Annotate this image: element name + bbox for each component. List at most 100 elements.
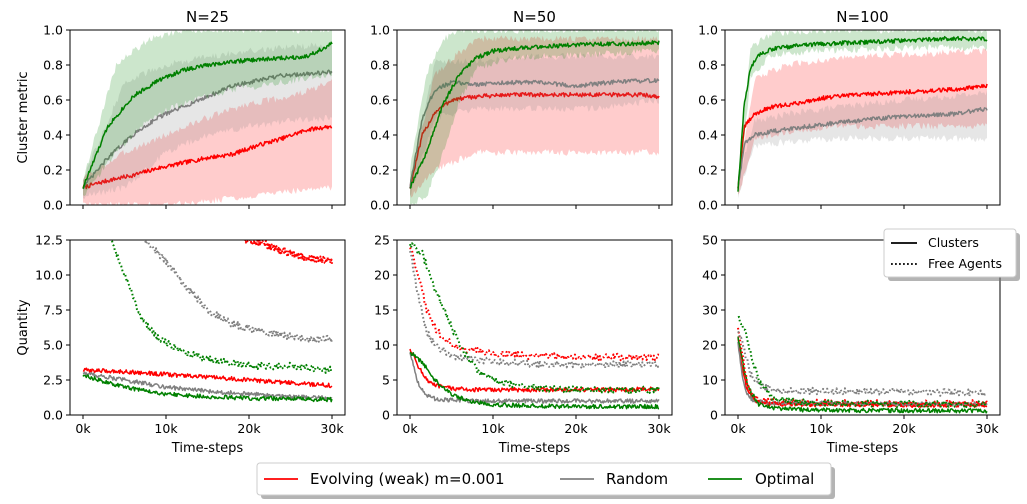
x-tick-label: 20k bbox=[892, 421, 916, 436]
line-random-solid bbox=[82, 371, 333, 401]
line-optimal-solid bbox=[409, 40, 660, 189]
axes-frame bbox=[724, 29, 1001, 206]
panel-cluster-n50: 0.0 0.2 0.4 0.6 0.8 1.0 N=50 bbox=[370, 8, 673, 213]
line-optimal-dotted bbox=[737, 315, 988, 409]
x-axis-label: Time-steps bbox=[171, 441, 244, 456]
plot-area bbox=[409, 30, 660, 205]
y-tick-label: 0.0 bbox=[43, 198, 63, 213]
line-optimal-dotted bbox=[111, 240, 333, 374]
axes-frame bbox=[396, 29, 673, 206]
line-optimal-solid bbox=[737, 35, 988, 192]
x-tick-label: 0k bbox=[730, 421, 746, 436]
panel-quantity-n50: 0 5 10 15 20 25 0k 10k 20k 30k Time-steps bbox=[374, 233, 673, 456]
y-tick-label: 7.5 bbox=[43, 303, 63, 318]
x-tick-label: 0k bbox=[402, 421, 418, 436]
line-optimal-solid bbox=[409, 351, 660, 410]
y-tick-label: 0.6 bbox=[43, 93, 63, 108]
panel-cluster-n100: 0.0 0.2 0.4 0.6 0.8 1.0 N=100 bbox=[698, 8, 1001, 213]
y-tick-label: 0.6 bbox=[370, 93, 390, 108]
line-evolving-solid bbox=[82, 125, 333, 190]
line-style-legend: Clusters Free Agents bbox=[883, 228, 1020, 281]
y-tick-label: 0.8 bbox=[43, 58, 63, 73]
panel-quantity-n100: 0 10 20 30 40 50 0k 10k 20k 30k Time-steps bbox=[702, 233, 1001, 456]
line-evolving-dotted bbox=[243, 240, 333, 265]
line-random-solid bbox=[737, 341, 988, 407]
band-random bbox=[738, 90, 987, 199]
line-evolving-dotted bbox=[409, 247, 660, 362]
line-random-dotted bbox=[737, 330, 988, 398]
y-tick-label: 0.2 bbox=[370, 163, 390, 178]
band-random bbox=[83, 42, 332, 199]
line-optimal-solid bbox=[82, 374, 333, 403]
y-tick-label: 2.5 bbox=[43, 373, 63, 388]
plot-area bbox=[737, 30, 988, 199]
line-random-dotted bbox=[409, 250, 660, 369]
line-optimal-solid bbox=[82, 41, 333, 189]
line-evolving-solid bbox=[82, 367, 333, 389]
axes-frame bbox=[396, 239, 673, 416]
y-tick-label: 1.0 bbox=[43, 23, 63, 38]
line-evolving-dotted bbox=[737, 327, 988, 408]
y-tick-label: 20 bbox=[702, 338, 718, 353]
line-random-solid bbox=[409, 78, 660, 189]
legend-optimal-label: Optimal bbox=[755, 470, 814, 488]
line-random-solid bbox=[409, 352, 660, 404]
y-tick-label: 12.5 bbox=[35, 233, 63, 248]
axes-frame bbox=[69, 29, 346, 206]
y-tick-label: 0.0 bbox=[698, 198, 718, 213]
legend-evolving-label: Evolving (weak) m=0.001 bbox=[310, 470, 505, 488]
series-legend: Evolving (weak) m=0.001 Random Optimal bbox=[256, 462, 835, 499]
y-tick-label: 20 bbox=[374, 268, 390, 283]
line-evolving-solid bbox=[409, 91, 660, 189]
series-legend-box bbox=[256, 462, 832, 496]
band-optimal bbox=[738, 30, 987, 196]
panel-title: N=25 bbox=[186, 8, 229, 26]
x-tick-label: 30k bbox=[647, 421, 671, 436]
x-tick-label: 10k bbox=[154, 421, 178, 436]
band-optimal bbox=[83, 30, 332, 196]
y-tick-label: 5.0 bbox=[43, 338, 63, 353]
y-tick-label: 0.6 bbox=[698, 93, 718, 108]
x-tick-label: 10k bbox=[809, 421, 833, 436]
y-tick-label: 0.2 bbox=[698, 163, 718, 178]
y-tick-label: 0 bbox=[710, 408, 718, 423]
x-tick-label: 10k bbox=[481, 421, 505, 436]
x-tick-label: 30k bbox=[975, 421, 999, 436]
line-random-solid bbox=[737, 107, 988, 189]
y-tick-label: 0.8 bbox=[370, 58, 390, 73]
plot-area bbox=[737, 315, 988, 414]
y-tick-label: 0.2 bbox=[43, 163, 63, 178]
y-tick-label: 25 bbox=[374, 233, 390, 248]
line-random-solid bbox=[82, 69, 333, 190]
x-tick-label: 20k bbox=[564, 421, 588, 436]
y-tick-label: 0.4 bbox=[43, 128, 63, 143]
legend-free-agents-label: Free Agents bbox=[928, 256, 1002, 271]
y-tick-label: 5 bbox=[382, 373, 390, 388]
line-evolving-solid bbox=[737, 83, 988, 189]
panel-quantity-n25: 0.0 2.5 5.0 7.5 10.0 12.5 0k 10k 20k 30k Quantity T… bbox=[16, 233, 346, 456]
x-axis-label: Time-steps bbox=[826, 441, 899, 456]
line-optimal-dotted bbox=[409, 242, 660, 394]
y-tick-label: 0.0 bbox=[370, 198, 390, 213]
y-tick-label: 40 bbox=[702, 268, 718, 283]
y-tick-label: 50 bbox=[702, 233, 718, 248]
y-tick-label: 1.0 bbox=[370, 23, 390, 38]
band-optimal bbox=[410, 30, 659, 205]
axes-frame bbox=[69, 239, 346, 416]
y-tick-label: 0.4 bbox=[370, 128, 390, 143]
y-tick-label: 30 bbox=[702, 303, 718, 318]
plot-area bbox=[409, 242, 660, 410]
panel-title: N=100 bbox=[836, 8, 888, 26]
plot-area bbox=[82, 30, 333, 205]
band-random bbox=[410, 53, 659, 199]
y-tick-label: 0.8 bbox=[698, 58, 718, 73]
y-tick-label: 0 bbox=[382, 408, 390, 423]
x-axis-label: Time-steps bbox=[498, 441, 571, 456]
y-tick-label: 15 bbox=[374, 303, 390, 318]
line-optimal-solid bbox=[737, 336, 988, 414]
y-tick-label: 0.4 bbox=[698, 128, 718, 143]
x-tick-label: 20k bbox=[237, 421, 261, 436]
y-tick-label: 10.0 bbox=[35, 268, 63, 283]
band-evolving bbox=[410, 35, 659, 198]
